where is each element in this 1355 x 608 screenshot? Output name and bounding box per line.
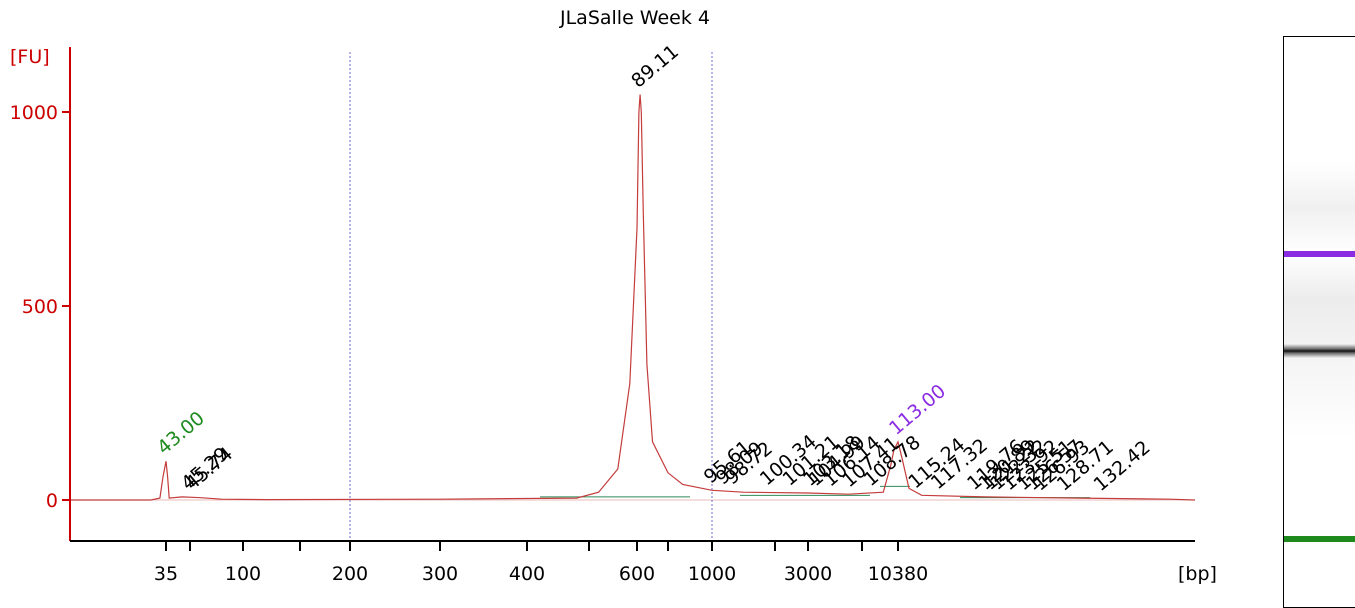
gel-band-upper-marker xyxy=(1284,251,1355,257)
y-tick-label: 500 xyxy=(22,296,58,318)
peak-label: 89.11 xyxy=(627,41,683,93)
chart-title: JLaSalle Week 4 xyxy=(559,7,710,29)
gel-band-sample xyxy=(1284,344,1355,358)
y-tick-label: 0 xyxy=(46,490,58,512)
x-tick-label: 200 xyxy=(332,563,368,585)
peak-label: 113.00 xyxy=(885,380,950,440)
x-tick-label: 600 xyxy=(619,563,655,585)
y-tick-label: 1000 xyxy=(10,102,58,124)
x-axis-label: [bp] xyxy=(1178,563,1217,585)
electropherogram-chart: JLaSalle Week 4 [FU] [bp] 43.0045.2945.7… xyxy=(10,7,1217,585)
y-axis-label: [FU] xyxy=(10,46,50,68)
x-tick-label: 1000 xyxy=(688,563,736,585)
x-tick-label: 10380 xyxy=(868,563,928,585)
series-line-0 xyxy=(70,94,1196,501)
series-layer xyxy=(70,94,1196,501)
gel-band-lower-marker xyxy=(1284,536,1355,542)
peak-label: 43.00 xyxy=(153,407,209,459)
x-tick-label: 400 xyxy=(509,563,545,585)
x-tick-label: 300 xyxy=(422,563,458,585)
x-tick-label: 3000 xyxy=(784,563,832,585)
x-tick-label: 35 xyxy=(154,563,178,585)
gridlines xyxy=(349,52,713,541)
peak-labels: 43.0045.2945.7489.1195.6198.0998.72100.3… xyxy=(153,41,1155,496)
x-tick-label: 100 xyxy=(225,563,261,585)
axes: 0 500 1000 35 100 200 300 400 600 1000 3000 10380 xyxy=(10,47,1195,585)
gel-lane-image xyxy=(1283,36,1355,608)
